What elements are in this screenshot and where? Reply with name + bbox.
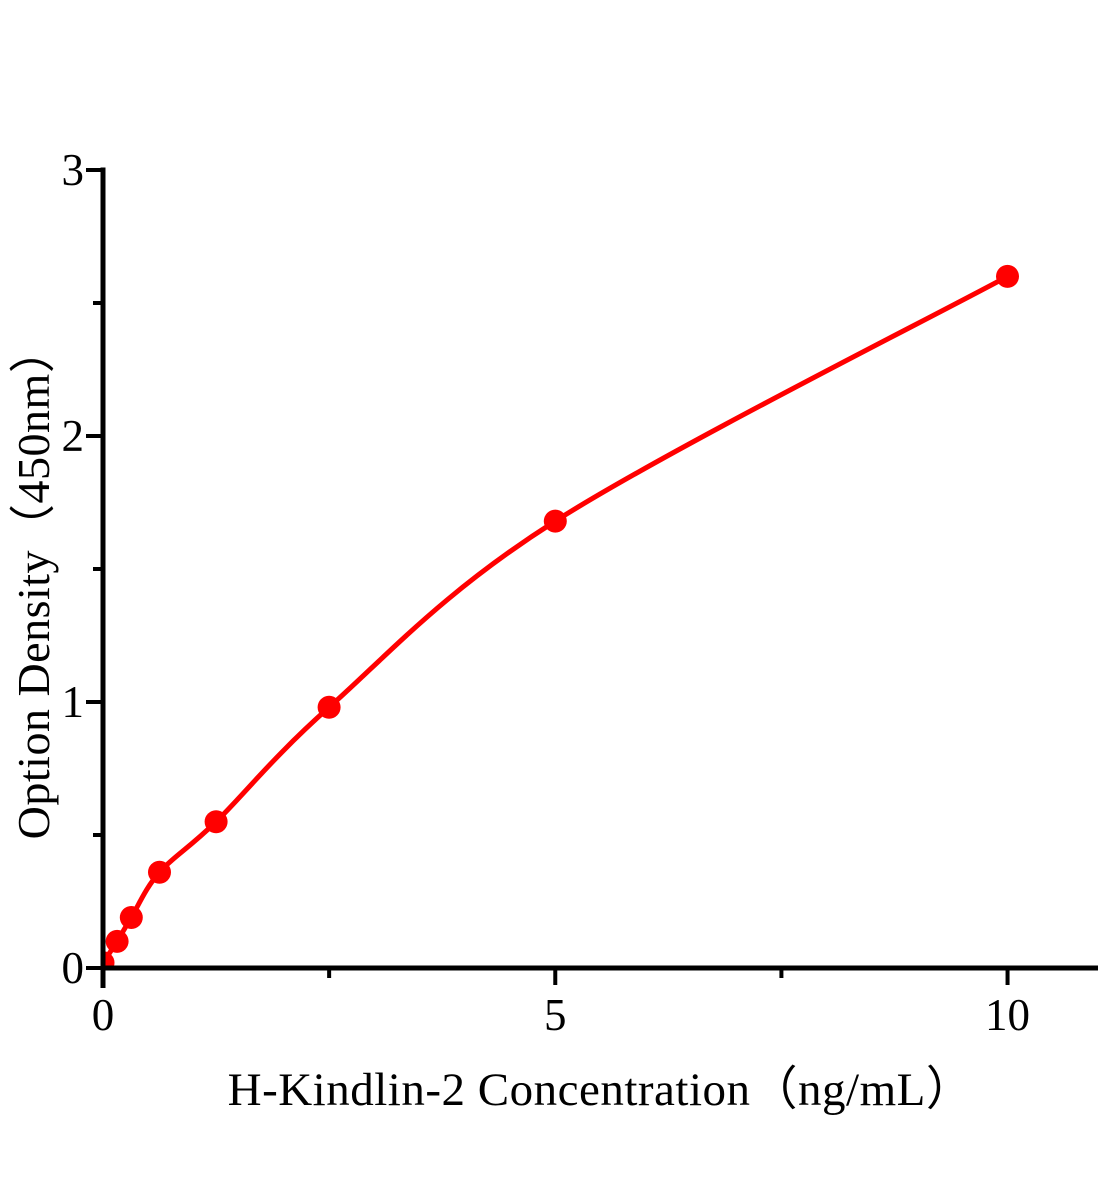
x-tick-label: 0 bbox=[92, 990, 115, 1040]
data-point-marker bbox=[317, 695, 341, 719]
data-point-marker bbox=[119, 906, 143, 929]
data-point-marker bbox=[543, 509, 567, 533]
data-point-marker bbox=[105, 951, 115, 966]
y-tick-label: 0 bbox=[62, 943, 85, 993]
data-point-marker bbox=[204, 810, 228, 834]
data-point-marker bbox=[996, 264, 1019, 288]
data-point-marker bbox=[105, 929, 129, 953]
data-layer bbox=[105, 264, 1019, 966]
standard-curve-line bbox=[105, 273, 1010, 964]
y-tick-label: 3 bbox=[62, 145, 85, 195]
x-tick-label: 10 bbox=[985, 990, 1030, 1040]
y-tick-label: 2 bbox=[62, 411, 85, 461]
y-axis-title: Option Density（450nm） bbox=[8, 326, 59, 840]
x-tick-label: 5 bbox=[544, 990, 567, 1040]
x-axis-title: H-Kindlin-2 Concentration（ng/mL） bbox=[227, 1064, 974, 1116]
y-tick-label: 1 bbox=[62, 677, 85, 727]
data-point-marker bbox=[148, 860, 171, 884]
